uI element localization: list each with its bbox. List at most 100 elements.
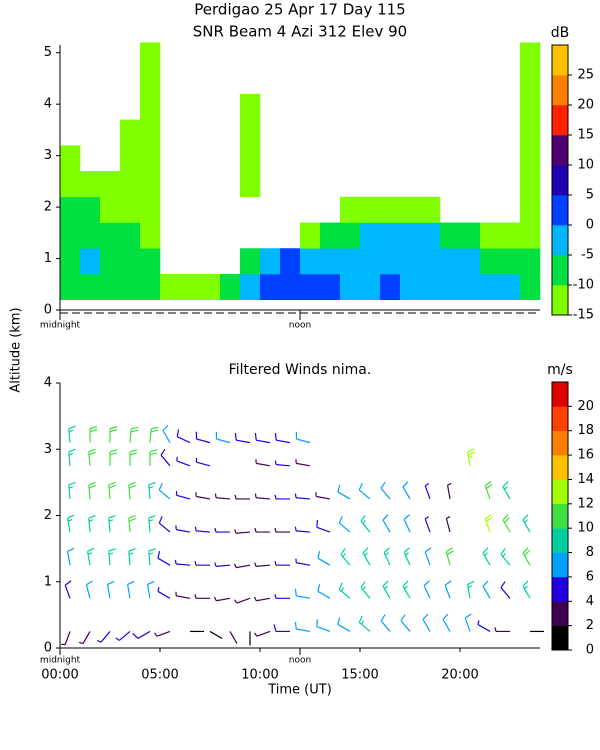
snr-cell [320,248,341,275]
snr-cell [380,222,401,249]
snr-cell [140,171,161,198]
snr-cell [420,222,441,249]
wind-barb [253,596,271,602]
wind-barb [254,527,270,533]
colorbar-tick-label: -15 [573,308,594,323]
wind-barb [108,548,116,566]
colorbar-tick-label: -10 [573,278,594,293]
wind-barb [340,548,351,566]
snr-cell [140,248,161,275]
snr-cell [440,222,461,249]
snr-cell [80,273,101,301]
wind-barb [484,481,493,500]
wind-barb [148,548,156,566]
y-tick-label: 2 [44,508,52,523]
wind-barb [442,613,451,632]
colorbar-bin [552,430,568,456]
y-tick-label: 5 [44,45,52,60]
wind-barb [360,581,371,599]
colorbar-bin [552,255,568,286]
x-tick-label: 20:00 [441,668,478,683]
wind-barb [234,432,251,444]
colorbar-tick-label: 0 [586,643,594,658]
colorbar-tick-label: 14 [577,472,594,487]
wind-title: Filtered Winds nima. [229,362,372,378]
colorbar-label: dB [551,25,570,41]
wind-barb [445,516,451,533]
y-tick-label: 0 [44,641,52,656]
wind-barb [522,547,531,566]
wind-barb [109,449,118,466]
snr-cell [240,93,261,120]
snr-cell [400,273,421,301]
colorbar-tick-label: 25 [577,68,594,83]
y-axis-label: Altitude (km) [9,307,24,392]
snr-cell [520,248,541,275]
wind-barb [315,492,331,500]
snr-cell [300,222,321,249]
snr-cell [420,273,441,301]
wind-barb [234,494,250,500]
title-line-1: Perdigao 25 Apr 17 Day 115 [194,1,405,19]
colorbar-tick-label: 18 [577,423,594,438]
wind-barb [88,514,96,533]
snr-cell [100,273,121,301]
colorbar-bin [552,528,568,553]
snr-cell [120,196,141,223]
wind-barb [129,449,138,466]
x-tick-label: 10:00 [241,668,278,683]
snr-cell [480,222,501,249]
snr-cell [300,273,321,301]
day-tick-label: noon [289,321,311,331]
wind-barb [234,529,251,534]
wind-barb [175,525,191,533]
wind-barb [195,492,211,500]
snr-cell [60,273,81,301]
wind-barb [294,588,311,599]
wind-barb [229,631,238,644]
wind-barb [403,514,411,533]
wind-barb [273,624,290,633]
snr-cell [520,145,541,172]
wind-barb [106,580,115,599]
wind-barb [362,547,371,566]
y-tick-label: 0 [44,303,52,318]
wind-barb [66,514,75,533]
wind-barb [129,426,139,443]
snr-cell [120,222,141,249]
wind-barb [464,613,472,632]
wind-barb [97,631,111,643]
colorbar-bin [552,105,568,136]
snr-cell [480,273,501,301]
colorbar-bin [552,165,568,196]
wind-barb [403,547,411,566]
snr-cell [60,248,81,275]
wind-barb [128,548,136,566]
wind-barb [109,426,118,443]
wind-barb [194,594,210,599]
wind-barb [466,448,475,466]
wind-barb [149,426,159,443]
wind-barb [85,580,93,599]
wind-barb [175,491,191,500]
snr-cell [140,68,161,95]
snr-cell [140,93,161,120]
colorbar-bin [552,552,568,578]
wind-barb [337,484,351,500]
snr-cell [380,273,401,301]
wind-barb [274,432,291,444]
colorbar-tick-label: 10 [577,158,594,173]
wind-barb [494,627,510,633]
wind-barb [274,494,290,500]
snr-cell [440,248,461,275]
snr-cell [440,273,461,301]
wind-barb [88,448,97,466]
snr-cell [520,93,541,120]
snr-cell [80,222,101,249]
wind-barb [358,483,371,500]
wind-barb [294,621,311,633]
y-tick-label: 4 [44,376,52,391]
wind-barb [194,561,210,566]
wind-barb [89,426,98,443]
